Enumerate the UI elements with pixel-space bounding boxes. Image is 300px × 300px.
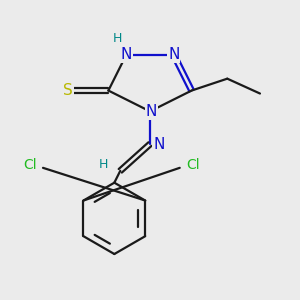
Text: N: N [153, 136, 165, 152]
Text: Cl: Cl [23, 158, 36, 172]
Text: H: H [112, 32, 122, 45]
Text: H: H [99, 158, 109, 171]
Text: N: N [121, 47, 132, 62]
Text: S: S [63, 83, 73, 98]
Text: N: N [146, 104, 157, 119]
Text: N: N [168, 47, 179, 62]
Text: Cl: Cl [186, 158, 200, 172]
